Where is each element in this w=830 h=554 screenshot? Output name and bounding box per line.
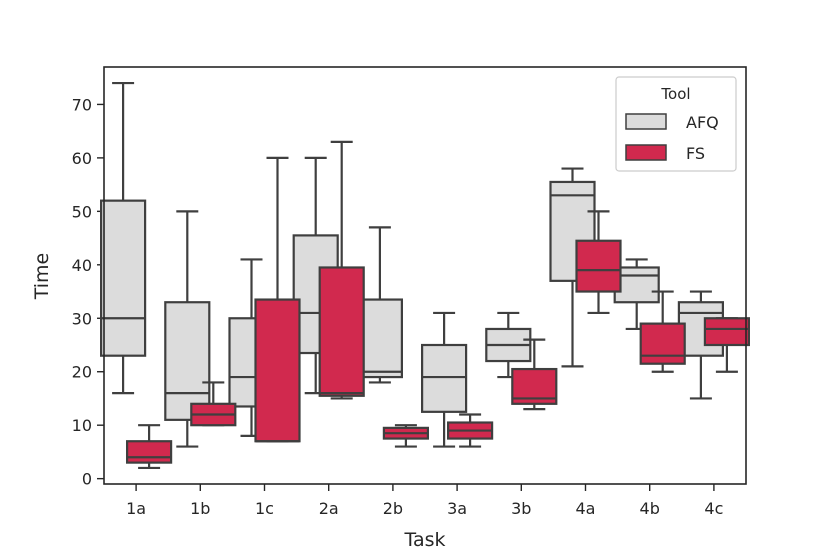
box-afq-4a: [549, 167, 596, 368]
box-afq-3a: [421, 311, 468, 448]
box-fs-2a: [318, 140, 365, 400]
x-tick-label: 1a: [126, 499, 146, 518]
legend: Tool AFQ FS: [615, 76, 737, 172]
x-tick-label: 4b: [640, 499, 660, 518]
box-body: [254, 298, 301, 443]
box-afq-1a: [99, 81, 147, 395]
x-tick-label: 4c: [704, 499, 723, 518]
legend-label-afq: AFQ: [686, 113, 719, 132]
x-tick-label: 3a: [447, 499, 467, 518]
box-series: [99, 81, 751, 470]
legend-label-fs: FS: [686, 144, 705, 163]
box-body: [639, 322, 686, 365]
box-fs-2b: [382, 424, 429, 448]
y-tick-label: 70: [72, 95, 92, 114]
x-tick-label: 1b: [190, 499, 210, 518]
legend-title: Tool: [660, 85, 690, 103]
y-axis-ticks: 0 10 20 30 40 50 60 70: [72, 95, 104, 489]
x-tick-label: 1c: [255, 499, 274, 518]
y-tick-label: 20: [72, 363, 92, 382]
box-fs-1a: [125, 424, 173, 470]
box-body: [421, 343, 468, 413]
legend-swatch-fs: [625, 144, 667, 161]
box-body: [703, 317, 751, 347]
box-fs-1c: [254, 156, 301, 443]
box-body: [318, 266, 365, 397]
box-body: [99, 199, 147, 357]
box-body: [164, 301, 211, 421]
y-tick-label: 0: [82, 470, 92, 489]
x-tick-label: 2b: [383, 499, 403, 518]
box-body: [575, 239, 622, 293]
box-body: [356, 298, 403, 379]
box-fs-4b: [639, 290, 686, 373]
box-fs-1b: [190, 381, 237, 427]
y-tick-label: 30: [72, 309, 92, 328]
x-tick-label: 4a: [576, 499, 596, 518]
y-tick-label: 60: [72, 149, 92, 168]
y-tick-label: 50: [72, 202, 92, 221]
x-tick-label: 2a: [319, 499, 339, 518]
y-tick-label: 10: [72, 416, 92, 435]
box-afq-2b: [356, 226, 403, 384]
x-axis-ticks: 1a 1b 1c 2a 2b 3a 3b 4a 4b 4c: [126, 484, 723, 518]
box-fs-3b: [511, 338, 558, 411]
legend-swatch-afq: [625, 113, 667, 130]
box-fs-4a: [575, 210, 622, 315]
box-body: [125, 440, 173, 464]
x-tick-label: 3b: [511, 499, 531, 518]
x-axis-title: Task: [403, 529, 445, 551]
box-fs-3a: [447, 413, 494, 448]
y-axis-title: Time: [31, 253, 53, 301]
plot-frame: [103, 66, 747, 485]
box-afq-1b: [164, 210, 211, 448]
box-fs-4c: [703, 317, 751, 373]
y-tick-label: 40: [72, 256, 92, 275]
box-afq-3b: [485, 311, 532, 379]
